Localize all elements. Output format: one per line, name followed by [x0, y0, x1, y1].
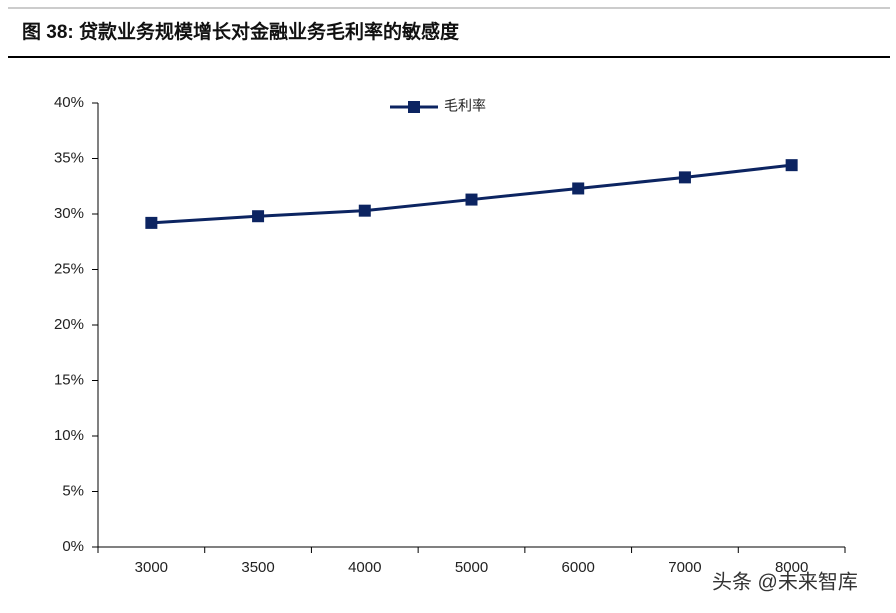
x-tick-label: 8000 [775, 559, 808, 576]
y-tick-label: 15% [54, 371, 84, 388]
y-tick-label: 35% [54, 149, 84, 166]
x-tick-label: 3000 [135, 559, 168, 576]
point-marker [572, 182, 585, 195]
x-tick-label: 6000 [562, 559, 595, 576]
y-tick-label: 10% [54, 427, 84, 444]
point-marker [358, 204, 371, 217]
y-tick-label: 25% [54, 260, 84, 277]
x-tick-label: 4000 [348, 559, 381, 576]
y-tick-label: 20% [54, 316, 84, 333]
x-tick-label: 7000 [668, 559, 701, 576]
watermark: 头条 @未来智库 [712, 570, 858, 593]
y-tick-label: 30% [54, 205, 84, 222]
chart-title: 图 38: 贷款业务规模增长对金融业务毛利率的敏感度 [22, 20, 460, 43]
legend-marker [408, 101, 420, 113]
point-marker [785, 159, 798, 172]
x-tick-label: 5000 [455, 559, 488, 576]
point-marker [145, 216, 158, 229]
x-tick-label: 3500 [241, 559, 274, 576]
point-marker [465, 193, 478, 206]
y-tick-label: 40% [54, 94, 84, 111]
legend-label: 毛利率 [444, 98, 486, 114]
y-tick-label: 0% [62, 538, 84, 555]
y-tick-label: 5% [62, 482, 84, 499]
point-marker [252, 210, 265, 223]
point-marker [678, 171, 691, 184]
